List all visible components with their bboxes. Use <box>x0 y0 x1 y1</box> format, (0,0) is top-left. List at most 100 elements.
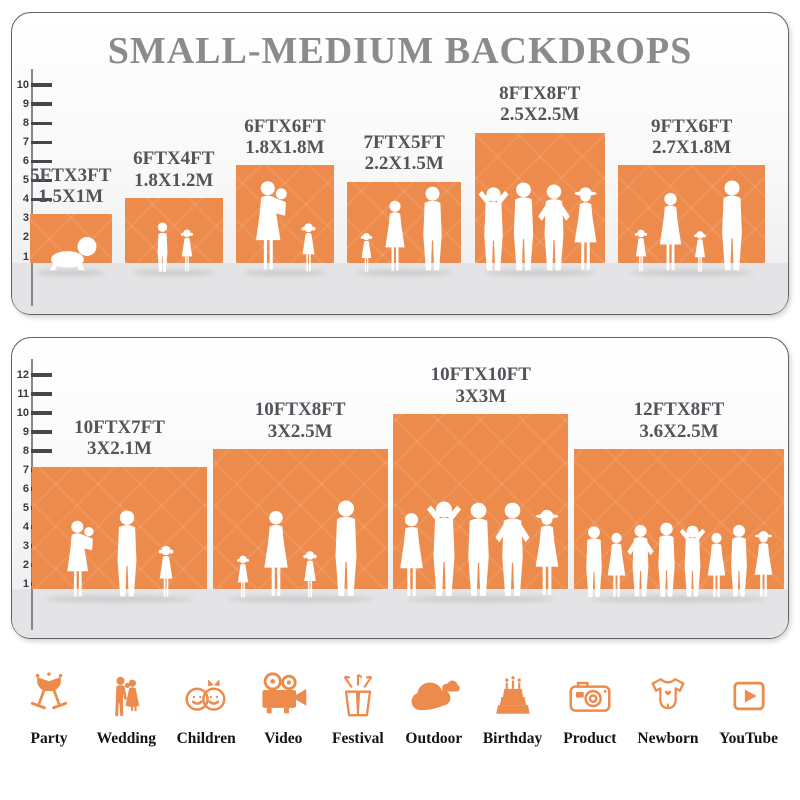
category-birthday: Birthday <box>483 658 542 748</box>
category-party: Party <box>22 658 76 748</box>
backdrop-9ftx6ft: 9FTX6FT 2.7X1.8M <box>618 116 765 276</box>
backdrop-size-label: 10FTX8FT 3X2.5M <box>255 399 346 442</box>
backdrop-size-label: 8FTX8FT 2.5X2.5M <box>499 83 580 126</box>
ruler-tick-number: 7 <box>22 463 29 476</box>
backdrop-12ftx8ft: 12FTX8FT 3.6X2.5M <box>573 399 784 602</box>
figure-woman-hat <box>748 530 779 600</box>
ruler-tick-number: 8 <box>22 116 29 129</box>
figure-ground-shadow <box>46 596 193 602</box>
backdrop-8ftx8ft: 8FTX8FT 2.5X2.5M <box>474 83 605 276</box>
backdrop-size-m: 3.6X2.5M <box>639 420 719 442</box>
category-label: Product <box>563 730 617 747</box>
backdrop-size-ft: 7FTX5FT <box>363 131 445 153</box>
ruler-tick-number: 7 <box>22 135 29 148</box>
backdrop-6ftx6ft: 6FTX6FT 1.8X1.8M <box>235 116 334 276</box>
category-video: Video <box>256 658 310 748</box>
backdrop-10ftx10ft: 10FTX10FT 3X3M <box>393 364 569 602</box>
figure-ground-shadow <box>356 270 453 276</box>
figure-ground-shadow <box>243 270 326 276</box>
ruler-tick <box>31 140 52 145</box>
ruler-tick <box>31 373 52 377</box>
figure-woman-baby <box>62 520 99 600</box>
ruler-tick-number: 3 <box>22 212 29 225</box>
ruler-tick-number: 9 <box>22 97 29 110</box>
backdrop-size-label: 6FTX6FT 1.8X1.8M <box>244 116 325 159</box>
page-title: SMALL-MEDIUM BACKDROPS <box>107 30 693 72</box>
figure-man <box>713 180 751 274</box>
category-label: Outdoor <box>405 730 463 747</box>
figure-man <box>326 500 366 600</box>
backdrop-size-m: 3X3M <box>455 385 507 407</box>
backdrop-size-ft: 5FTX3FT <box>30 164 112 186</box>
ruler-tick-number: 3 <box>22 539 29 552</box>
birthday-icon <box>490 658 536 722</box>
backdrop-size-ft: 6FTX4FT <box>133 148 215 170</box>
figure-group <box>16 233 126 271</box>
backdrop-size-label: 6FTX4FT 1.8X1.2M <box>133 148 214 191</box>
category-wedding: Wedding <box>97 658 156 748</box>
ruler-tick-number: 4 <box>22 520 29 533</box>
festival-icon <box>335 658 381 722</box>
figure-ground-shadow <box>36 270 105 276</box>
backdrop-size-m: 2.2X1.5M <box>364 153 444 175</box>
ruler-tick-number: 5 <box>22 174 29 187</box>
category-label: Party <box>30 730 68 747</box>
studio-floor <box>12 589 788 638</box>
ruler-tick-number: 6 <box>22 155 29 167</box>
figure-girl <box>691 230 709 274</box>
figure-ground-shadow <box>407 596 555 602</box>
figure-group <box>604 180 779 274</box>
category-label: Wedding <box>96 730 157 747</box>
figure-ground-shadow <box>590 596 768 602</box>
ruler-tick <box>31 102 52 106</box>
figure-group <box>222 180 348 274</box>
video-icon <box>257 658 309 722</box>
ruler-tick-number: 5 <box>22 501 29 514</box>
backdrop-size-label: 12FTX8FT 3.6X2.5M <box>634 399 725 442</box>
category-outdoor: Outdoor <box>405 658 462 748</box>
backdrop-5ftx3ft: 5FTX3FT 1.5X1M <box>30 165 112 276</box>
product-icon <box>565 658 615 722</box>
backdrop-size-m: 1.8X1.8M <box>245 136 325 158</box>
category-label: Birthday <box>482 730 543 747</box>
backdrop-7ftx5ft: 7FTX5FT 2.2X1.5M <box>347 132 462 276</box>
ruler-tick-number: 12 <box>16 368 29 381</box>
figure-girl <box>632 228 650 274</box>
backdrop-size-m: 3X2.5M <box>267 420 333 442</box>
backdrop-size-m: 1.5X1M <box>38 185 104 207</box>
youtube-icon <box>727 658 771 722</box>
backdrop-size-ft: 9FTX6FT <box>651 115 733 137</box>
category-children: Children <box>177 658 236 748</box>
figure-woman <box>380 200 410 274</box>
category-festival: Festival <box>331 658 385 748</box>
ruler-tick-number: 8 <box>22 444 29 457</box>
backdrop-size-m: 2.7X1.8M <box>652 136 732 158</box>
figure-girl <box>155 544 177 600</box>
category-label: YouTube <box>719 730 778 747</box>
figure-girl <box>234 554 252 600</box>
ruler-tick <box>31 411 52 415</box>
category-label: Children <box>176 730 236 747</box>
figure-ground-shadow <box>630 270 754 276</box>
backdrop-size-ft: 10FTX8FT <box>254 399 346 421</box>
ruler-tick-number: 1 <box>22 250 29 263</box>
ruler-line <box>31 359 33 630</box>
backdrop-10ftx7ft: 10FTX7FT 3X2.1M <box>32 417 207 602</box>
backdrop-size-ft: 8FTX8FT <box>499 83 581 105</box>
backdrop-size-m: 1.8X1.2M <box>134 169 214 191</box>
backdrop-size-label: 10FTX10FT 3X3M <box>431 364 531 407</box>
category-label: Video <box>264 730 303 747</box>
ruler-tick <box>31 197 52 202</box>
backdrop-10ftx8ft: 10FTX8FT 3X2.5M <box>212 399 388 602</box>
backdrop-size-label: 10FTX7FT 3X2.1M <box>74 417 165 460</box>
ruler-tick-number: 1 <box>22 577 29 590</box>
category-label: Newborn <box>637 730 699 747</box>
figure-woman-hat <box>566 186 605 274</box>
figure-girl <box>298 222 319 274</box>
figure-group <box>199 500 402 600</box>
figure-woman-baby <box>250 180 293 274</box>
newborn-icon <box>645 658 691 722</box>
ruler-tick-number: 6 <box>22 482 29 495</box>
ruler-tick <box>31 392 52 396</box>
backdrop-size-ft: 10FTX10FT <box>430 364 531 386</box>
